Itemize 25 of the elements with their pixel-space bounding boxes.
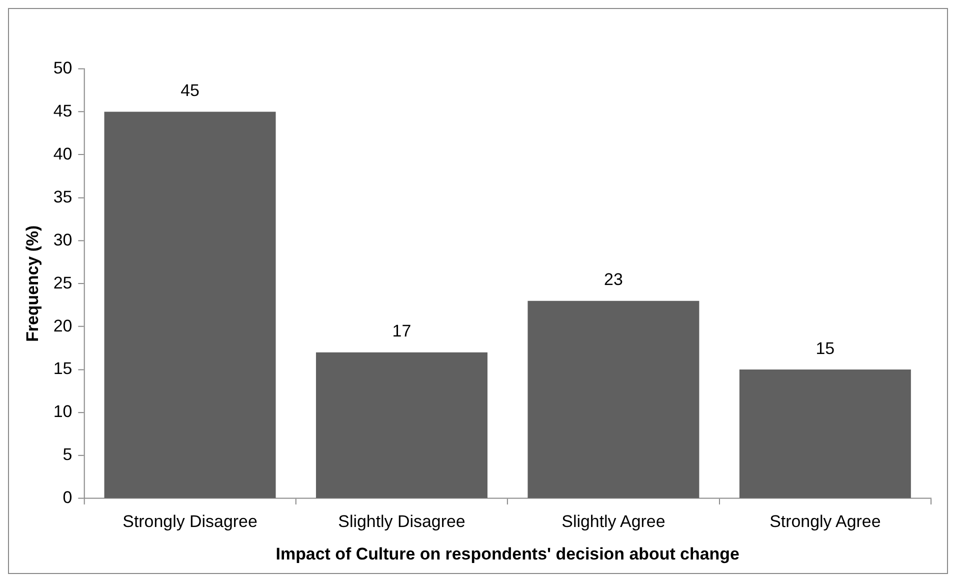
x-axis-title: Impact of Culture on respondents' decision about change xyxy=(276,544,740,564)
y-tick-label: 45 xyxy=(53,101,72,120)
x-tick-label: Slightly Disagree xyxy=(338,512,466,532)
y-tick-label: 5 xyxy=(62,445,72,464)
bar xyxy=(739,370,911,498)
bar xyxy=(528,300,700,498)
y-tick-label: 10 xyxy=(53,402,72,422)
y-tick-label: 40 xyxy=(53,144,72,164)
data-label: 45 xyxy=(180,81,200,100)
y-axis-title: Frequency (%) xyxy=(22,225,42,342)
data-label: 23 xyxy=(604,270,623,290)
bar xyxy=(316,352,488,498)
y-tick-label: 50 xyxy=(53,58,72,78)
y-tick-label: 30 xyxy=(53,230,72,250)
y-tick-label: 0 xyxy=(62,488,72,508)
y-tick-label: 25 xyxy=(53,273,72,292)
data-label: 15 xyxy=(816,338,835,358)
y-tick-label: 20 xyxy=(53,316,72,336)
bar xyxy=(104,112,276,498)
y-tick-label: 15 xyxy=(53,359,72,378)
data-label: 17 xyxy=(392,322,412,341)
x-tick-label: Strongly Disagree xyxy=(122,512,258,532)
x-tick-label: Strongly Agree xyxy=(770,512,881,532)
x-tick-label: Slightly Agree xyxy=(562,512,666,532)
y-tick-label: 35 xyxy=(53,187,72,206)
